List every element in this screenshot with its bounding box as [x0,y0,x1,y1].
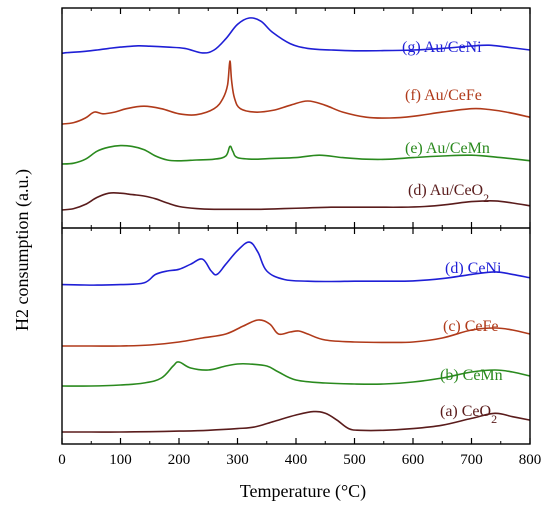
axes: 0 100 200 300 400 500 600 700 800 [58,7,542,468]
series-line-bottom-a-ceo2 [61,410,531,433]
series-label-top-1: (f) Au/CeFe [405,87,482,104]
series-line-bottom-b-cemn [61,361,531,387]
x-tick-label: 500 [343,452,366,468]
x-axis-title: Temperature (°C) [240,481,366,502]
series-label-bottom-1: (c) CeFe [443,318,499,335]
series-line-bottom-c-cefe [62,319,531,347]
series-line-top-e-au-cemn [61,144,531,165]
series-label-top-2: (e) Au/CeMn [405,140,490,157]
plot-area [61,17,531,433]
series-labels: (g) Au/CeNi(f) Au/CeFe(e) Au/CeMn(d) Au/… [402,39,503,426]
x-tick-label: 400 [285,452,308,468]
series-label-top-0: (g) Au/CeNi [402,39,482,56]
series-label-bottom-2: (b) CeMn [440,367,503,384]
x-tick-label: 800 [519,452,542,468]
x-tick-label: 100 [109,452,132,468]
x-tick-label: 300 [226,452,249,468]
series-line-top-f-au-cefe [61,60,531,125]
series-label-bottom-0: (d) CeNi [445,260,502,277]
series-label-bottom-3: (a) CeO2 [440,403,497,426]
x-tick-label: 200 [168,452,191,468]
series-line-top-g-au-ceni [61,17,531,54]
series-line-top-d-au-ceo2 [61,191,531,211]
x-tick-label: 700 [460,452,483,468]
series-line-bottom-d-ceni [61,241,531,286]
x-tick-label: 600 [402,452,425,468]
y-axis-title: H2 consumption (a.u.) [12,169,33,331]
x-tick-label: 0 [58,452,66,468]
